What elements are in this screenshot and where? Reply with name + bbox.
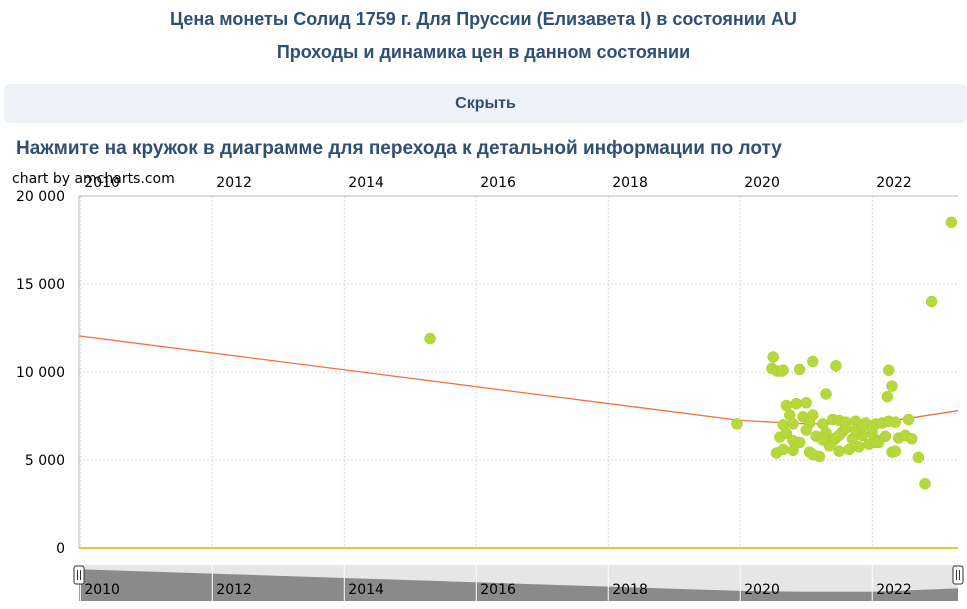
data-point[interactable] [912, 451, 925, 464]
scrollbar-label: 2016 [480, 582, 516, 598]
data-point[interactable] [866, 422, 878, 435]
x-tick-label: 2014 [348, 175, 384, 191]
data-point[interactable] [856, 420, 869, 433]
data-point[interactable] [767, 351, 779, 363]
data-point[interactable] [869, 436, 882, 449]
y-tick-label: 10 000 [16, 365, 65, 381]
data-point[interactable] [807, 448, 819, 461]
data-point[interactable] [886, 380, 898, 392]
x-tick-label: 2012 [216, 175, 252, 191]
data-point[interactable] [906, 433, 918, 445]
scrollbar-preview [79, 569, 958, 601]
data-point[interactable] [925, 295, 938, 308]
trend-line [78, 335, 959, 425]
chart-hint: Нажмите на кружок в диаграмме для перехо… [16, 138, 782, 159]
scrollbar-label: 2018 [612, 582, 648, 598]
data-point[interactable] [780, 427, 793, 440]
data-point[interactable] [853, 441, 865, 453]
y-tick-label: 15 000 [16, 277, 65, 293]
data-point[interactable] [800, 424, 812, 436]
chart-credit-link[interactable]: chart by amcharts.com [12, 171, 175, 187]
data-point[interactable] [945, 216, 958, 229]
data-point[interactable] [919, 478, 931, 490]
scrollbar-grip-right[interactable] [952, 565, 964, 585]
data-point[interactable] [777, 443, 789, 456]
data-point[interactable] [816, 434, 829, 446]
data-point[interactable] [793, 363, 806, 376]
x-tick-label: 2018 [612, 175, 648, 191]
x-tick-label: 2016 [480, 175, 516, 191]
data-point[interactable] [881, 390, 894, 403]
data-point[interactable] [882, 364, 895, 376]
data-point[interactable] [790, 397, 803, 410]
data-point[interactable] [787, 444, 799, 457]
data-point[interactable] [807, 355, 819, 368]
data-point[interactable] [731, 418, 743, 430]
toggle-panel: Скрыть [4, 84, 967, 123]
page-subtitle: Проходы и динамика цен в данном состояни… [276, 42, 691, 62]
data-point[interactable] [833, 445, 845, 457]
data-point[interactable] [889, 445, 902, 457]
page-title: Цена монеты Солид 1759 г. Для Пруссии (Е… [170, 9, 797, 29]
data-point[interactable] [889, 416, 902, 428]
y-tick-label: 5 000 [25, 453, 65, 469]
data-point[interactable] [902, 413, 915, 426]
scrollbar-label: 2012 [216, 582, 252, 598]
y-tick-label: 20 000 [16, 189, 65, 205]
data-point[interactable] [833, 429, 845, 442]
data-point[interactable] [776, 365, 788, 377]
data-point[interactable] [780, 399, 793, 412]
x-tick-label: 2020 [744, 175, 780, 191]
data-point[interactable] [424, 332, 436, 345]
y-tick-label: 0 [56, 541, 65, 557]
x-tick-label: 2010 [84, 175, 120, 191]
data-point[interactable] [800, 397, 812, 409]
data-point[interactable] [830, 360, 842, 372]
scrollbar-grip-left[interactable] [73, 565, 85, 585]
scrollbar-label: 2014 [348, 582, 384, 598]
data-point[interactable] [793, 436, 806, 449]
data-point[interactable] [787, 418, 799, 430]
hide-button[interactable]: Скрыть [455, 95, 516, 112]
x-tick-label: 2022 [876, 175, 912, 191]
scrollbar-label: 2020 [744, 582, 780, 598]
data-point[interactable] [820, 388, 832, 400]
scrollbar-label: 2010 [84, 582, 120, 598]
scrollbar-label: 2022 [876, 582, 912, 598]
data-point[interactable] [843, 443, 855, 456]
